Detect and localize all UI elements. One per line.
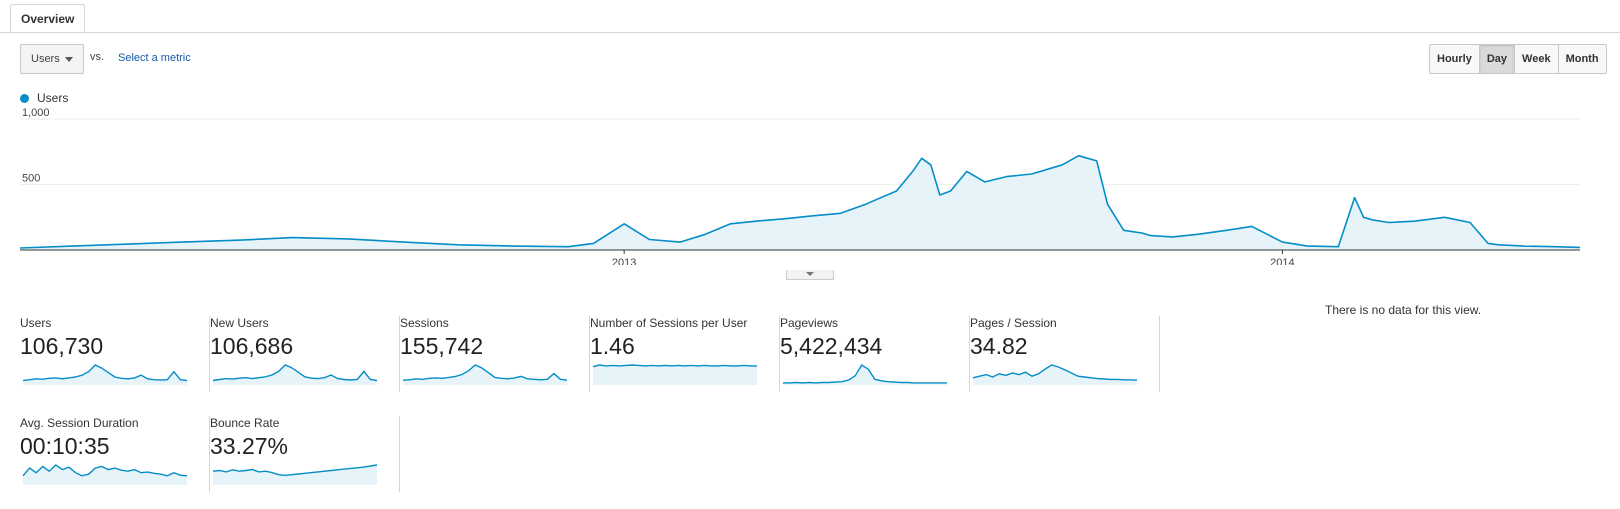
scorecard-pageviews[interactable]: Pageviews 5,422,434	[780, 316, 970, 392]
granularity-hourly-button[interactable]: Hourly	[1429, 44, 1480, 74]
scorecard-value: 5,422,434	[780, 333, 883, 359]
sparkline-area	[23, 465, 187, 485]
x-tick-label: 2013	[612, 257, 636, 265]
granularity-toggle: Hourly Day Week Month	[1429, 44, 1607, 74]
sparkline-area	[213, 365, 377, 385]
sparkline-area	[23, 365, 187, 385]
primary-metric-dropdown[interactable]: Users	[20, 44, 84, 74]
scorecard-label: Sessions	[400, 316, 449, 330]
granularity-day-button[interactable]: Day	[1478, 44, 1516, 74]
scorecard-label: Number of Sessions per User	[590, 316, 748, 330]
sparkline-area	[403, 365, 567, 385]
tab-overview[interactable]: Overview	[10, 4, 86, 32]
sparkline-line	[972, 364, 1138, 381]
scorecard-sessions[interactable]: Sessions 155,742	[400, 316, 590, 392]
granularity-month-button[interactable]: Month	[1557, 44, 1607, 74]
sparkline-line	[402, 364, 568, 381]
series-line-users	[19, 154, 1581, 249]
scorecard-label: Pageviews	[780, 316, 839, 330]
series-area-users	[20, 155, 1580, 250]
scorecard-label: New Users	[210, 316, 269, 330]
sparkline-line	[592, 364, 757, 368]
sparkline-area	[593, 365, 757, 385]
scorecard-users[interactable]: Users 106,730	[20, 316, 210, 392]
scorecard-value: 106,686	[210, 333, 294, 359]
scorecard-label: Avg. Session Duration	[20, 416, 139, 430]
scorecard-pages-per-session[interactable]: Pages / Session 34.82	[970, 316, 1160, 392]
primary-metric-label: Users	[31, 53, 60, 65]
no-data-message: There is no data for this view.	[1325, 303, 1482, 317]
x-tick-label: 2014	[1270, 257, 1294, 265]
sparkline-line	[212, 464, 378, 477]
sparkline	[22, 464, 188, 485]
scorecard-label: Bounce Rate	[210, 416, 280, 430]
sparkline	[402, 364, 568, 385]
sparkline	[212, 464, 378, 485]
chevron-down-icon	[806, 272, 814, 276]
scorecard-sessions-per-user[interactable]: Number of Sessions per User 1.46	[590, 316, 780, 392]
vs-label: vs.	[90, 51, 105, 63]
y-tick-label: 500	[22, 173, 40, 185]
legend-dot-icon	[20, 94, 29, 103]
sparkline-line	[212, 364, 378, 382]
tab-bar: Overview	[0, 0, 1620, 33]
sparkline-line	[22, 464, 188, 477]
sparkline	[22, 364, 188, 385]
y-tick-label: 1,000	[22, 107, 50, 119]
sparkline-area	[973, 365, 1137, 385]
chart-legend: Users	[20, 91, 68, 105]
select-metric-link[interactable]: Select a metric	[118, 52, 191, 64]
scorecard-new-users[interactable]: New Users 106,686	[210, 316, 400, 392]
sparkline	[783, 364, 947, 385]
sparkline-area	[783, 365, 947, 385]
sparkline	[972, 364, 1138, 385]
sparkline	[212, 364, 378, 385]
sparkline	[592, 364, 757, 385]
chevron-down-icon	[65, 57, 73, 62]
scorecard-value: 33.27%	[210, 433, 289, 459]
sparkline-line	[783, 364, 947, 384]
scorecard-value: 00:10:35	[20, 433, 110, 459]
collapse-chart-handle[interactable]	[786, 270, 834, 280]
users-over-time-chart[interactable]: 1,000 500 2013 2014	[0, 105, 1620, 265]
scorecard-value: 34.82	[970, 333, 1028, 359]
scorecard-label: Pages / Session	[970, 316, 1057, 330]
sparkline-line	[22, 364, 188, 382]
scorecard-value: 1.46	[590, 333, 635, 359]
scorecard-value: 106,730	[20, 333, 104, 359]
legend-label-users: Users	[37, 91, 69, 105]
scorecard-label: Users	[20, 316, 52, 330]
scorecard-avg-session-duration[interactable]: Avg. Session Duration 00:10:35	[20, 416, 210, 492]
scorecard-value: 155,742	[400, 333, 484, 359]
scorecard-bounce-rate[interactable]: Bounce Rate 33.27%	[210, 416, 400, 492]
granularity-week-button[interactable]: Week	[1514, 44, 1559, 74]
